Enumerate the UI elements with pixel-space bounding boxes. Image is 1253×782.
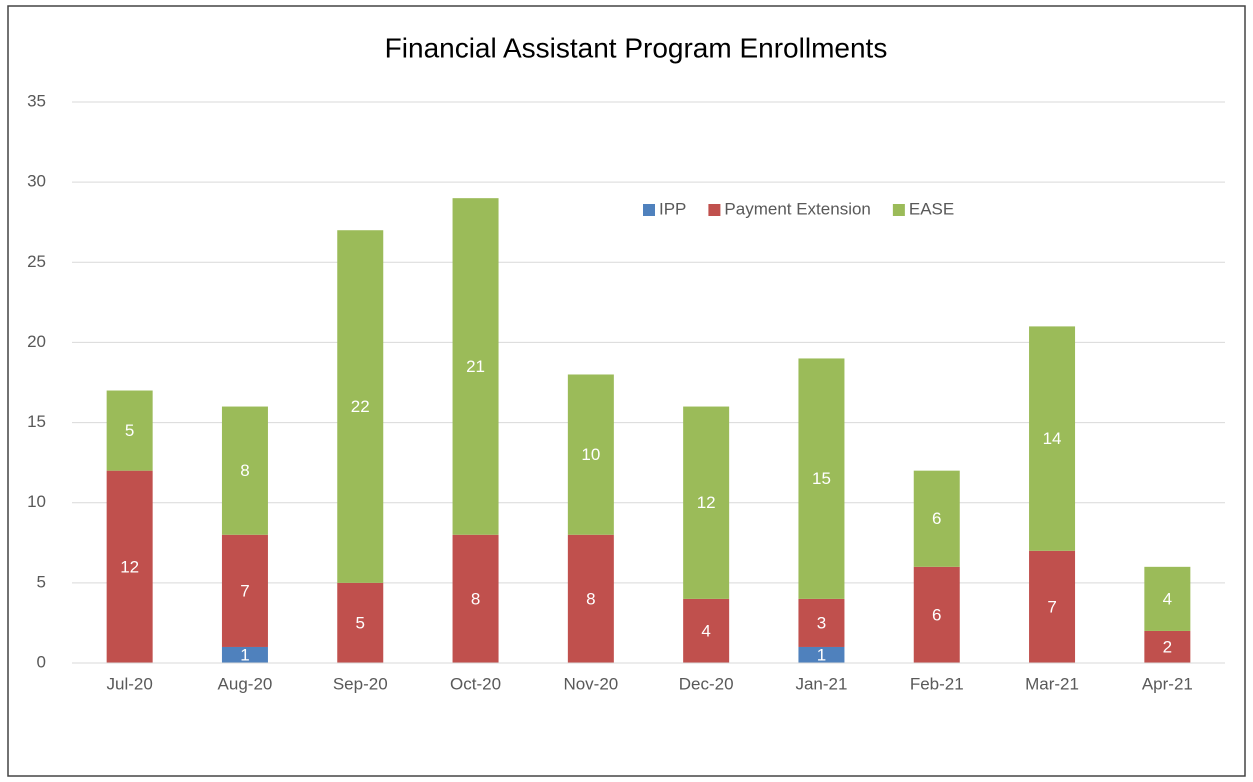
bar-segment xyxy=(337,582,384,663)
data-label: 4 xyxy=(1163,589,1172,608)
legend-swatch xyxy=(708,204,721,216)
data-label: 14 xyxy=(1043,429,1062,448)
data-label: 8 xyxy=(240,461,249,480)
data-label: 1 xyxy=(240,645,249,664)
bar-segment xyxy=(567,374,614,535)
legend-label: IPP xyxy=(659,199,686,218)
data-label: 12 xyxy=(120,557,139,576)
bar-segment xyxy=(913,470,960,567)
bar-segment xyxy=(567,534,614,663)
x-tick-label: Oct-20 xyxy=(450,674,501,693)
bar-segment xyxy=(913,566,960,663)
data-label: 6 xyxy=(932,605,941,624)
data-label: 15 xyxy=(812,469,831,488)
bar-segment xyxy=(221,534,268,647)
y-tick-label: 25 xyxy=(27,252,46,271)
data-label: 1 xyxy=(817,645,826,664)
bar-segment xyxy=(106,390,153,471)
bar-segment xyxy=(798,358,845,599)
data-label: 5 xyxy=(125,421,134,440)
bar-segment xyxy=(798,598,845,647)
data-label: 6 xyxy=(932,509,941,528)
data-label: 8 xyxy=(471,589,480,608)
data-label: 2 xyxy=(1163,637,1172,656)
data-label: 8 xyxy=(586,589,595,608)
data-label: 12 xyxy=(697,493,716,512)
chart-title: Financial Assistant Program Enrollments xyxy=(385,32,888,63)
legend-swatch xyxy=(643,204,655,216)
data-label: 7 xyxy=(1047,597,1056,616)
x-tick-label: Apr-21 xyxy=(1142,674,1193,693)
bar-segment xyxy=(452,198,499,535)
bar-segment xyxy=(1144,630,1191,663)
legend-label: EASE xyxy=(909,199,954,218)
data-label: 10 xyxy=(581,445,600,464)
x-tick-label: Sep-20 xyxy=(333,674,388,693)
x-tick-label: Mar-21 xyxy=(1025,674,1079,693)
bar-segment xyxy=(683,406,730,599)
bar-segment xyxy=(683,598,730,663)
y-tick-label: 5 xyxy=(37,572,46,591)
legend-swatch xyxy=(892,204,905,216)
x-tick-label: Jan-21 xyxy=(795,674,847,693)
bar-segment xyxy=(798,646,845,663)
y-tick-label: 15 xyxy=(27,412,46,431)
y-tick-label: 0 xyxy=(37,652,46,671)
x-tick-label: Jul-20 xyxy=(106,674,152,693)
x-tick-label: Dec-20 xyxy=(679,674,734,693)
x-tick-label: Nov-20 xyxy=(563,674,618,693)
data-label: 3 xyxy=(817,613,826,632)
data-label: 5 xyxy=(356,613,365,632)
data-label: 4 xyxy=(701,621,710,640)
bar-segment xyxy=(106,470,153,663)
bar-segment xyxy=(221,646,268,663)
x-tick-label: Feb-21 xyxy=(910,674,964,693)
bar-segment xyxy=(452,534,499,663)
data-label: 7 xyxy=(240,581,249,600)
bar-segment xyxy=(1029,326,1076,551)
data-label: 21 xyxy=(466,357,485,376)
bar-segment xyxy=(1144,566,1191,631)
y-tick-label: 10 xyxy=(27,492,46,511)
bar-segment xyxy=(221,406,268,535)
bar-segment xyxy=(1029,550,1076,663)
y-tick-label: 20 xyxy=(27,332,46,351)
x-tick-label: Aug-20 xyxy=(218,674,273,693)
legend-label: Payment Extension xyxy=(724,199,870,218)
data-label: 22 xyxy=(351,397,370,416)
bar-segment xyxy=(337,230,384,583)
y-tick-label: 30 xyxy=(27,172,46,191)
y-tick-label: 35 xyxy=(27,91,46,110)
